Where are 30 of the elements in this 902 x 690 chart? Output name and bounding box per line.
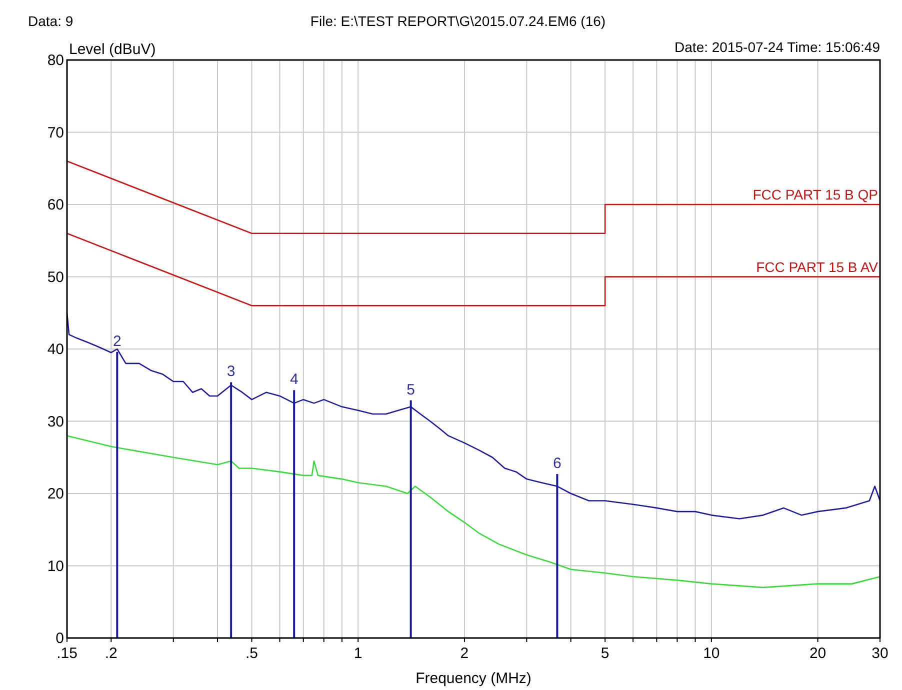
x-tick-label: 10 [703, 645, 720, 662]
y-tick-label: 70 [47, 124, 64, 142]
y-tick-label: 20 [47, 486, 64, 502]
y-axis-title: Level (dBuV) [69, 41, 156, 58]
x-tick-label: .2 [104, 645, 118, 662]
annotation: 3 [226, 363, 236, 380]
y-tick-label: 40 [47, 341, 64, 358]
y-tick-label: 80 [47, 52, 64, 69]
y-tick-label: 10 [47, 558, 64, 575]
annotation: 2 [112, 332, 122, 350]
text: Data: 9 [28, 13, 74, 29]
y-tick-label: 0 [56, 630, 64, 647]
x-tick-label: 30 [872, 645, 888, 662]
annotation: 6 [553, 454, 562, 472]
y-tick-label: 50 [47, 268, 64, 286]
x-tick-label: 20 [809, 645, 826, 662]
x-tick-label: 5 [600, 645, 610, 662]
x-tick-label: .15 [56, 645, 78, 662]
y-tick-label: 30 [47, 413, 64, 430]
y-tick-label: 60 [47, 196, 64, 214]
x-tick-label: 1 [354, 645, 362, 662]
text: Date: 2015-07-24 Time: 15:06:49 [674, 39, 880, 55]
series-label: FCC PART 15 B QP [752, 186, 878, 202]
series-label: FCC PART 15 B AV [756, 258, 879, 275]
text: File: E:\TEST REPORT\G\2015.07.24.EM6 (16) [310, 13, 606, 29]
x-tick-label: 2 [460, 645, 469, 662]
x-axis-title: Frequency (MHz) [416, 670, 532, 687]
x-tick-label: .5 [245, 645, 258, 662]
annotation: 5 [406, 381, 415, 398]
annotation: 4 [290, 371, 298, 388]
